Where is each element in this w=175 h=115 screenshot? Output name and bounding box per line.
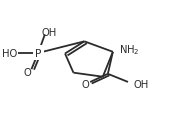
Text: O: O [23, 67, 31, 77]
Text: NH$_2$: NH$_2$ [119, 43, 139, 57]
Text: P: P [35, 49, 41, 58]
Text: OH: OH [134, 79, 149, 89]
Text: OH: OH [41, 28, 56, 38]
Text: O: O [82, 79, 90, 89]
Text: HO: HO [2, 49, 17, 58]
